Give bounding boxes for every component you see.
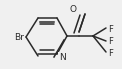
- Text: N: N: [59, 53, 65, 61]
- Text: Br: Br: [14, 32, 24, 41]
- Text: O: O: [70, 6, 76, 14]
- Text: F: F: [108, 49, 113, 59]
- Text: F: F: [108, 37, 113, 47]
- Text: F: F: [108, 26, 113, 34]
